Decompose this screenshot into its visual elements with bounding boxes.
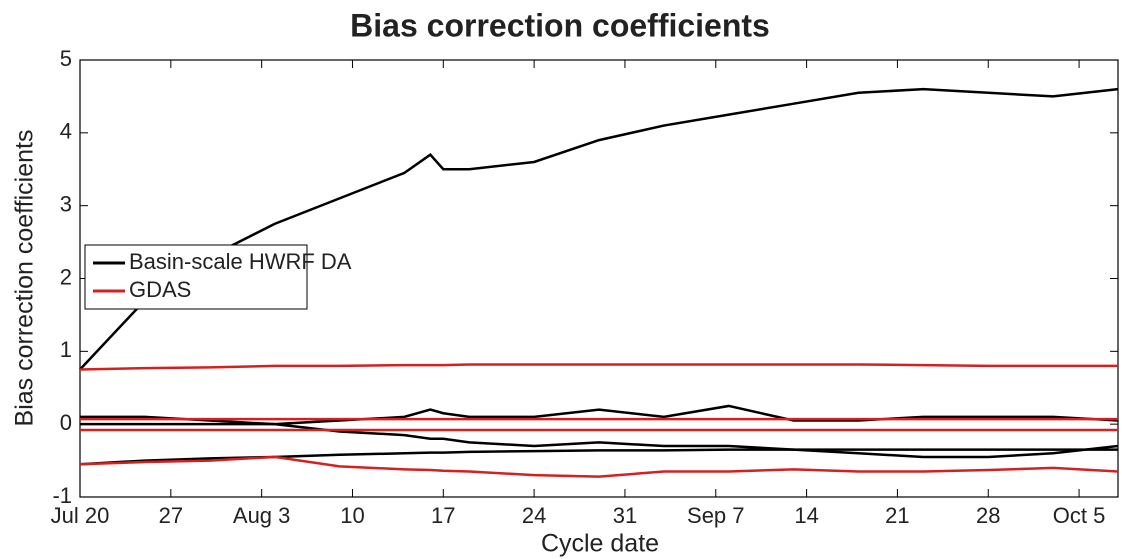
y-tick-label: 1	[60, 337, 72, 362]
y-tick-label: 3	[60, 191, 72, 216]
x-tick-label: Oct 5	[1053, 503, 1106, 528]
x-tick-label: 31	[613, 503, 637, 528]
y-axis-label: Bias correction coefficients	[11, 130, 39, 427]
x-tick-label: 28	[976, 503, 1000, 528]
legend-label: GDAS	[129, 277, 191, 302]
y-tick-label: 0	[60, 410, 72, 435]
x-tick-label: Sep 7	[687, 503, 745, 528]
x-tick-label: 14	[794, 503, 818, 528]
x-tick-label: 27	[159, 503, 183, 528]
y-tick-label: 4	[60, 119, 72, 144]
y-tick-label: -1	[52, 483, 72, 508]
series-line	[79, 455, 1119, 478]
series-line	[80, 404, 1119, 426]
legend-box	[84, 244, 308, 310]
series-line	[79, 87, 1119, 371]
x-tick-label: Jul 20	[51, 503, 110, 528]
chart-title: Bias correction coefficients	[350, 7, 770, 43]
series-line	[79, 363, 1118, 371]
x-tick-label: 10	[340, 503, 364, 528]
x-tick-label: 17	[431, 503, 455, 528]
series-line	[80, 422, 1119, 459]
legend-label: Basin-scale HWRF DA	[129, 249, 352, 274]
y-tick-label: 2	[60, 264, 72, 289]
x-tick-label: Aug 3	[233, 503, 291, 528]
y-tick-label: 5	[60, 46, 72, 71]
x-tick-label: 21	[885, 503, 909, 528]
x-axis-label: Cycle date	[541, 530, 659, 558]
x-tick-label: 24	[522, 503, 546, 528]
